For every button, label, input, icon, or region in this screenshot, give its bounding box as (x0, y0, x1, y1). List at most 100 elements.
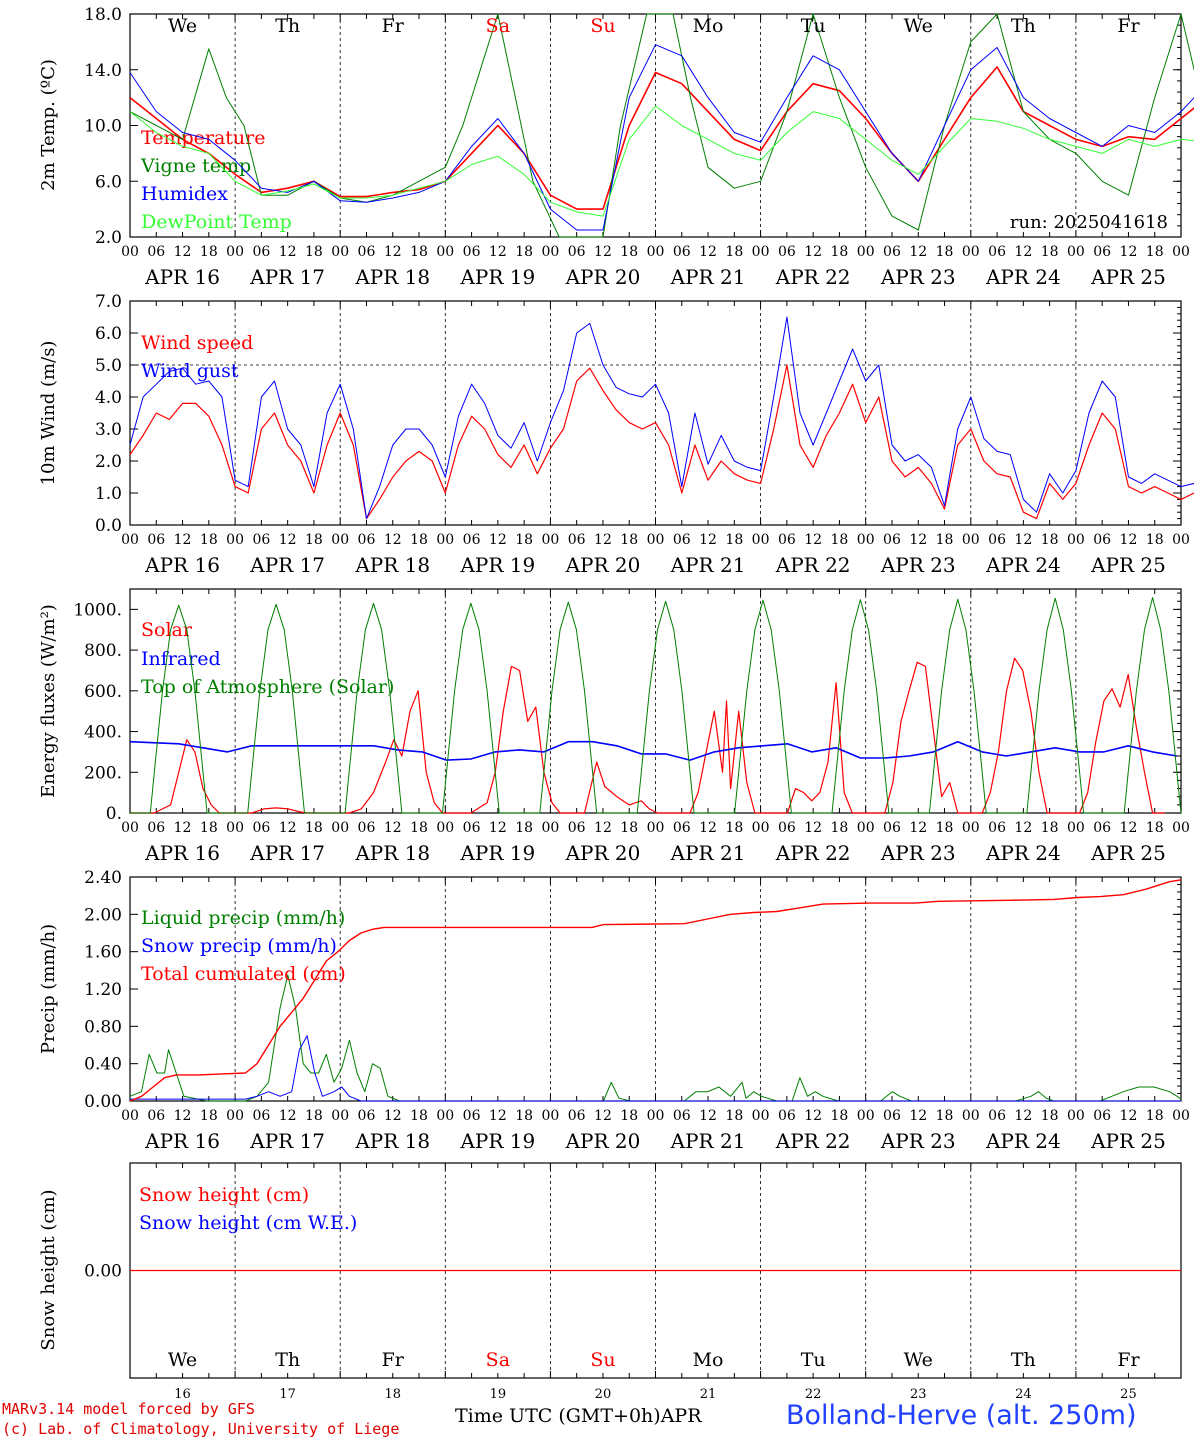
x-hour-label: 00 (331, 820, 349, 836)
y-tick-label: 400. (84, 723, 122, 743)
x-hour-label: 06 (673, 820, 691, 836)
x-hour-label: 12 (909, 532, 927, 548)
x-hour-label: 18 (305, 1108, 323, 1124)
x-day-label: APR 22 (775, 265, 851, 289)
x-hour-label: 00 (857, 244, 875, 260)
x-day-label: APR 25 (1090, 841, 1166, 865)
legend-entry: Infrared (141, 648, 221, 670)
x-hour-label: 00 (1172, 244, 1190, 260)
x-hour-label: 18 (305, 820, 323, 836)
day-of-month-label: 21 (700, 1387, 717, 1402)
x-hour-label: 18 (831, 820, 849, 836)
x-day-label: APR 25 (1090, 265, 1166, 289)
x-hour-label: 00 (857, 820, 875, 836)
y-tick-label: 200. (84, 763, 122, 783)
series-line-1 (130, 1035, 1181, 1102)
x-hour-label: 00 (121, 1108, 139, 1124)
x-day-label: APR 22 (775, 553, 851, 577)
x-day-label: APR 23 (880, 841, 956, 865)
x-hour-label: 18 (1041, 820, 1059, 836)
x-hour-label: 06 (778, 820, 796, 836)
x-hour-label: 00 (962, 244, 980, 260)
x-hour-label: 00 (1067, 820, 1085, 836)
y-axis-title: Precip (mm/h) (38, 924, 59, 1054)
x-day-label: APR 20 (565, 553, 641, 577)
x-hour-label: 18 (1146, 820, 1164, 836)
x-hour-label: 00 (436, 820, 454, 836)
panel-temp: 2.06.010.014.018.02m Temp. (ºC) Temperatu… (38, 5, 1194, 289)
x-hour-label: 18 (515, 532, 533, 548)
x-hour-label: 12 (594, 1108, 612, 1124)
x-hour-label: 18 (831, 532, 849, 548)
y-tick-label: 2.00 (84, 905, 122, 925)
x-hour-label: 18 (1041, 244, 1059, 260)
x-hour-label: 18 (515, 1108, 533, 1124)
x-hour-label: 18 (1146, 532, 1164, 548)
legend-entry: DewPoint Temp (141, 211, 292, 233)
legend-entry: Wind speed (141, 332, 253, 354)
x-hour-label: 00 (226, 820, 244, 836)
x-day-label: APR 24 (985, 841, 1061, 865)
x-hour-label: 06 (252, 532, 270, 548)
y-tick-label: 7.0 (95, 292, 122, 312)
x-hour-label: 00 (541, 532, 559, 548)
x-hour-label: 12 (489, 244, 507, 260)
x-hour-label: 12 (699, 820, 717, 836)
x-hour-label: 00 (1067, 532, 1085, 548)
x-hour-label: 12 (909, 244, 927, 260)
x-day-label: APR 25 (1090, 553, 1166, 577)
x-hour-label: 06 (883, 1108, 901, 1124)
x-hour-label: 12 (594, 820, 612, 836)
x-day-label: APR 17 (249, 265, 325, 289)
day-of-month-label: 23 (910, 1387, 927, 1402)
weekday-label: Su (590, 15, 615, 37)
x-hour-label: 12 (279, 244, 297, 260)
x-hour-label: 18 (305, 244, 323, 260)
x-hour-label: 18 (200, 244, 218, 260)
x-day-label: APR 16 (144, 553, 220, 577)
x-hour-label: 06 (883, 820, 901, 836)
x-hour-label: 12 (594, 244, 612, 260)
y-tick-label: 1000. (73, 600, 122, 620)
x-hour-label: 12 (1014, 820, 1032, 836)
legend-entry: Solar (141, 619, 193, 641)
x-hour-label: 12 (594, 532, 612, 548)
y-tick-label: 2.0 (95, 228, 122, 248)
x-hour-label: 12 (804, 244, 822, 260)
x-hour-label: 00 (752, 532, 770, 548)
x-hour-label: 12 (384, 244, 402, 260)
legend-entry: Total cumulated (cm) (141, 963, 346, 985)
x-hour-label: 18 (936, 1108, 954, 1124)
x-hour-label: 06 (778, 532, 796, 548)
weekday-label: Sa (486, 15, 510, 37)
day-of-month-label: 17 (279, 1387, 296, 1402)
series-line-1 (129, 740, 1178, 761)
x-hour-label: 12 (279, 820, 297, 836)
series-line-1 (129, 316, 1194, 520)
x-hour-label: 06 (883, 532, 901, 548)
y-axis-title: Snow height (cm) (38, 1189, 59, 1350)
x-hour-label: 18 (1146, 244, 1164, 260)
x-day-label: APR 18 (354, 841, 430, 865)
y-tick-label: 1.60 (84, 943, 122, 963)
x-hour-label: 18 (1041, 532, 1059, 548)
x-hour-label: 06 (147, 820, 165, 836)
x-hour-label: 00 (647, 1108, 665, 1124)
y-tick-label: 0.40 (84, 1055, 122, 1075)
legend-entry: Snow height (cm W.E.) (139, 1212, 357, 1234)
day-of-month-label: 22 (805, 1387, 822, 1402)
x-hour-label: 12 (489, 532, 507, 548)
x-hour-label: 18 (410, 1108, 428, 1124)
y-tick-label: 3.0 (95, 420, 122, 440)
x-hour-label: 06 (673, 1108, 691, 1124)
x-hour-label: 12 (384, 532, 402, 548)
x-hour-label: 12 (1120, 1108, 1138, 1124)
x-hour-label: 12 (1014, 244, 1032, 260)
x-hour-label: 00 (752, 1108, 770, 1124)
x-hour-label: 06 (463, 532, 481, 548)
legend-entry: Vigne temp (140, 155, 251, 177)
x-hour-label: 12 (1014, 1108, 1032, 1124)
weekday-label: We (904, 15, 933, 37)
x-hour-label: 00 (226, 244, 244, 260)
x-hour-label: 18 (1041, 1108, 1059, 1124)
